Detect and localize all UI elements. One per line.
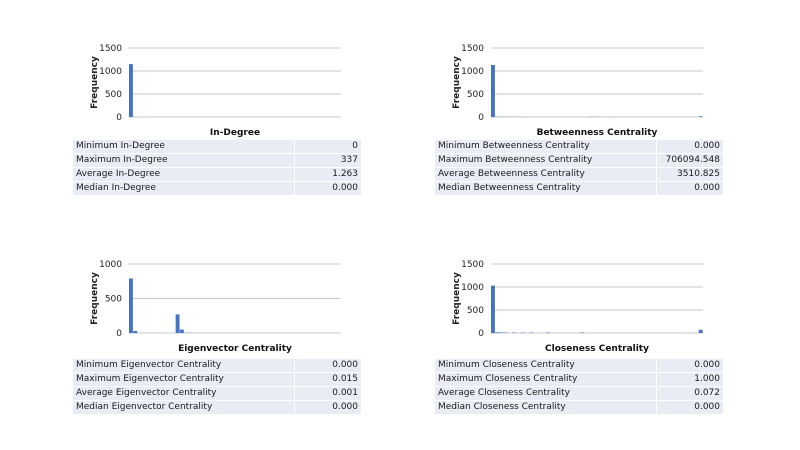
stat-value: 0.000 (656, 140, 723, 154)
stats-row: Minimum Closeness Centrality 0.000 (435, 359, 723, 373)
y-tick-label: 1000 (99, 260, 122, 270)
stats-row: Median Closeness Centrality 0.000 (435, 400, 723, 415)
histogram-bar (580, 332, 584, 333)
stat-label: Average In-Degree (73, 167, 295, 182)
histogram-bar (491, 285, 495, 333)
histogram-bar (129, 64, 133, 117)
stat-label: Average Betweenness Centrality (435, 167, 657, 182)
stats-table-closeness-centrality: Minimum Closeness Centrality 0.000 Maximum… (435, 359, 723, 415)
chart-closeness-centrality: 0 500 1000 1500 Frequency Closeness Centralit… (452, 260, 703, 354)
stats-row: Median In-Degree 0.000 (73, 181, 361, 196)
chart-eigenvector-centrality: 0 500 1000 Frequency Eigenvector Centrality (90, 260, 341, 354)
chart-title: Betweenness Centrality (537, 128, 658, 138)
stats-row: Minimum Betweenness Centrality 0.000 (435, 140, 723, 154)
stat-label: Median Closeness Centrality (435, 400, 657, 415)
stat-value: 337 (294, 153, 361, 168)
stat-value: 0.000 (294, 400, 361, 415)
stat-value: 0.001 (294, 386, 361, 401)
stats-row: Average In-Degree 1.263 (73, 167, 361, 182)
y-tick-label: 0 (116, 329, 122, 339)
stat-value: 3510.825 (656, 167, 723, 182)
chart-betweenness-centrality: 0 500 1000 1500 Frequency Betweenness Central… (452, 44, 703, 138)
y-tick-label: 1000 (461, 283, 484, 293)
y-tick-label: 1500 (461, 44, 484, 54)
histogram-bar (129, 278, 133, 333)
panel-in-degree: 0 500 1000 1500 Frequency In-Degree Minimum I… (73, 40, 373, 196)
stat-label: Median Betweenness Centrality (435, 181, 657, 196)
stats-row: Maximum Eigenvector Centrality 0.015 (73, 372, 361, 387)
y-tick-label: 500 (105, 295, 122, 305)
stat-value: 0.015 (294, 372, 361, 387)
stat-label: Minimum Eigenvector Centrality (73, 359, 295, 373)
stat-value: 0.072 (656, 386, 723, 401)
y-tick-label: 500 (105, 90, 122, 100)
stats-row: Minimum Eigenvector Centrality 0.000 (73, 359, 361, 373)
stat-value: 0.000 (656, 400, 723, 415)
stat-label: Average Eigenvector Centrality (73, 386, 295, 401)
y-axis-title: Frequency (452, 56, 462, 109)
stat-label: Median In-Degree (73, 181, 295, 196)
y-tick-label: 500 (467, 306, 484, 316)
stat-value: 0.000 (656, 181, 723, 196)
histogram-bar (491, 65, 495, 117)
chart-title: In-Degree (210, 128, 260, 138)
stats-row: Minimum In-Degree 0 (73, 140, 361, 154)
y-axis-title: Frequency (90, 56, 100, 109)
y-tick-label: 0 (478, 329, 484, 339)
stats-table-betweenness-centrality: Minimum Betweenness Centrality 0.000 Maxim… (435, 140, 723, 196)
stats-row: Average Eigenvector Centrality 0.001 (73, 386, 361, 401)
y-tick-label: 500 (467, 90, 484, 100)
panel-eigenvector-centrality: 0 500 1000 Frequency Eigenvector Centrality … (73, 256, 373, 415)
stat-label: Maximum Eigenvector Centrality (73, 372, 295, 387)
stat-value: 1.263 (294, 167, 361, 182)
stat-label: Maximum In-Degree (73, 153, 295, 168)
stats-row: Average Betweenness Centrality 3510.825 (435, 167, 723, 182)
stat-value: 0.000 (294, 359, 361, 373)
histogram-bar (495, 332, 500, 333)
stat-value: 0 (294, 140, 361, 154)
stat-value: 0.000 (294, 181, 361, 196)
histogram-bar (698, 116, 703, 117)
stats-row: Median Betweenness Centrality 0.000 (435, 181, 723, 196)
panel-closeness-centrality: 0 500 1000 1500 Frequency Closeness Centralit… (435, 256, 735, 415)
histogram-bar (175, 314, 180, 333)
stats-table-in-degree: Minimum In-Degree 0 Maximum In-Degree 337 Av… (73, 140, 361, 196)
stat-value: 0.000 (656, 359, 723, 373)
stat-label: Maximum Closeness Centrality (435, 372, 657, 387)
histogram-bar (698, 329, 703, 333)
stats-row: Maximum Betweenness Centrality 706094.548 (435, 153, 723, 168)
histogram-bar (499, 332, 504, 333)
y-tick-label: 1500 (461, 260, 484, 270)
y-tick-label: 0 (478, 113, 484, 123)
stat-label: Minimum Closeness Centrality (435, 359, 657, 373)
chart-title: Eigenvector Centrality (178, 344, 292, 354)
chart-in-degree: 0 500 1000 1500 Frequency In-Degree (90, 44, 341, 138)
stat-label: Median Eigenvector Centrality (73, 400, 295, 415)
stats-row: Maximum Closeness Centrality 1.000 (435, 372, 723, 387)
y-tick-label: 1500 (99, 44, 122, 54)
stat-label: Minimum In-Degree (73, 140, 295, 154)
stats-row: Average Closeness Centrality 0.072 (435, 386, 723, 401)
y-axis-title: Frequency (90, 272, 100, 325)
stat-value: 1.000 (656, 372, 723, 387)
y-tick-label: 0 (116, 113, 122, 123)
stat-label: Average Closeness Centrality (435, 386, 657, 401)
y-tick-label: 1000 (461, 67, 484, 77)
y-axis-title: Frequency (452, 272, 462, 325)
chart-title: Closeness Centrality (545, 344, 649, 354)
histogram-bar (133, 330, 138, 333)
y-tick-label: 1000 (99, 67, 122, 77)
stat-label: Minimum Betweenness Centrality (435, 140, 657, 154)
stat-value: 706094.548 (656, 153, 723, 168)
stats-row: Maximum In-Degree 337 (73, 153, 361, 168)
stat-label: Maximum Betweenness Centrality (435, 153, 657, 168)
stats-row: Median Eigenvector Centrality 0.000 (73, 400, 361, 415)
stats-table-eigenvector-centrality: Minimum Eigenvector Centrality 0.000 Maxim… (73, 359, 361, 415)
panel-betweenness-centrality: 0 500 1000 1500 Frequency Betweenness Central… (435, 40, 735, 196)
histogram-bar (179, 329, 184, 333)
